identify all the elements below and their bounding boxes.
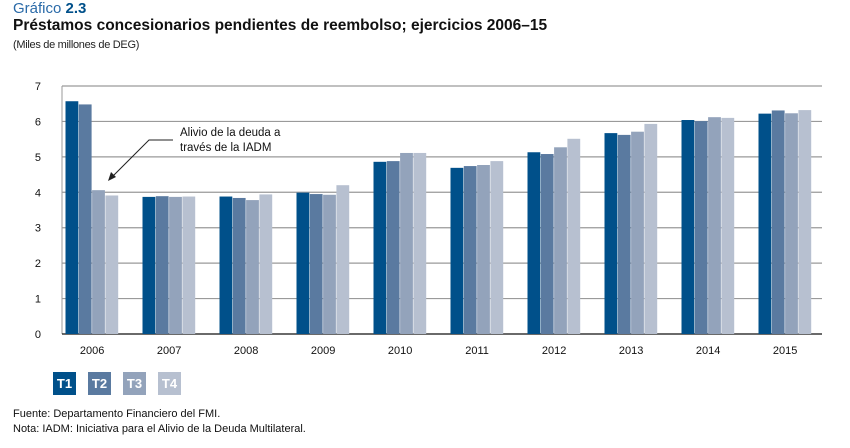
bar-t2-2015: [771, 110, 785, 335]
legend-t3: T3: [123, 372, 146, 395]
bar-t2-2007: [155, 196, 169, 334]
bar-t4-2009: [336, 185, 350, 334]
source-note: Fuente: Departamento Financiero del FMI.: [13, 408, 221, 420]
bar-t1-2012: [527, 152, 541, 334]
bar-t3-2011: [477, 165, 490, 334]
annotation-line2: través de la IADM: [180, 142, 271, 154]
bar-t4-2011: [490, 161, 504, 334]
bar-t3-2007: [169, 196, 182, 334]
bar-t3-2013: [631, 131, 644, 334]
x-tick-label: 2009: [311, 345, 335, 357]
bar-t2-2014: [694, 121, 708, 335]
annotation: Alivio de la deuda a través de la IADM: [108, 127, 281, 181]
y-tick-label: 1: [35, 294, 41, 306]
annotation-line1: Alivio de la deuda a: [180, 127, 281, 139]
bar-t4-2006: [105, 195, 119, 334]
figure-prefix: Gráfico: [13, 0, 62, 17]
annotation-arrowhead: [108, 172, 116, 181]
bar-t4-2007: [182, 196, 196, 334]
x-tick-label: 2015: [773, 345, 797, 357]
bar-t1-2013: [604, 133, 618, 334]
annotation-arrow-line: [110, 139, 173, 179]
figure-label: Gráfico 2.3: [13, 0, 86, 17]
bar-t4-2008: [259, 194, 273, 334]
bar-t4-2012: [567, 138, 581, 334]
bar-t1-2009: [296, 192, 310, 334]
bar-t3-2012: [554, 147, 567, 334]
x-tick-label: 2011: [465, 345, 489, 357]
bar-t4-2013: [644, 123, 658, 334]
chart-subtitle: (Miles de millones de DEG): [13, 39, 140, 51]
y-tick-label: 4: [35, 187, 41, 199]
x-tick-label: 2010: [388, 345, 412, 357]
bar-t3-2009: [323, 194, 336, 334]
bar-t1-2006: [65, 101, 79, 334]
bar-t1-2015: [758, 113, 772, 335]
bar-t1-2011: [450, 167, 464, 334]
chart-title: Préstamos concesionarios pendientes de r…: [13, 17, 548, 34]
legend-t4: T4: [158, 372, 181, 395]
bar-t4-2010: [413, 152, 427, 334]
x-tick-label: 2012: [542, 345, 566, 357]
x-tick-label: 2006: [80, 345, 104, 357]
x-tick-label: 2013: [619, 345, 643, 357]
bar-t2-2006: [78, 104, 92, 335]
x-tick-label: 2014: [696, 345, 720, 357]
figure-number: 2.3: [65, 0, 87, 17]
bar-t2-2010: [386, 161, 400, 334]
y-tick-label: 3: [35, 223, 41, 235]
bar-t3-2008: [246, 200, 259, 334]
bar-t1-2014: [681, 120, 695, 334]
bar-t2-2012: [540, 154, 554, 334]
legend-t2: T2: [88, 372, 111, 395]
bar-t2-2011: [463, 166, 477, 334]
legend-t1: T1: [53, 372, 76, 395]
y-tick-label: 7: [35, 81, 41, 93]
bar-t3-2015: [785, 113, 798, 334]
y-tick-label: 0: [35, 329, 41, 341]
bar-t4-2014: [721, 117, 735, 334]
x-tick-label: 2008: [234, 345, 258, 357]
x-tick-label: 2007: [157, 345, 181, 357]
bar-t1-2007: [142, 196, 156, 334]
bar-t3-2010: [400, 152, 413, 334]
bar-t3-2006: [92, 190, 105, 334]
y-tick-label: 5: [35, 152, 41, 164]
bar-t2-2013: [617, 134, 631, 334]
bar-t2-2009: [309, 194, 323, 334]
y-tick-label: 2: [35, 258, 41, 270]
bar-t3-2014: [708, 117, 721, 334]
bar-t2-2008: [232, 197, 246, 334]
footnote: Nota: IADM: Iniciativa para el Alivio de…: [13, 423, 306, 435]
bar-t1-2008: [219, 196, 233, 334]
y-tick-label: 6: [35, 116, 41, 128]
bar-t4-2015: [798, 110, 812, 334]
bar-t1-2010: [373, 161, 387, 334]
